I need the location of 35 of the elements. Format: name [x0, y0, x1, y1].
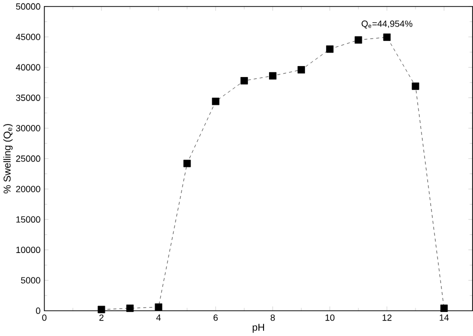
y-tick-label: 25000 — [16, 155, 40, 162]
point — [269, 72, 276, 80]
x-tick-label: 8 — [270, 314, 275, 321]
point — [154, 303, 162, 311]
x-tick-label: 2 — [99, 314, 104, 321]
point — [298, 66, 305, 74]
y-tick-label: 50000 — [16, 3, 40, 10]
x-axis-title: pH — [252, 324, 264, 333]
x-tick-label: 12 — [382, 314, 392, 321]
y-tick-label: 40000 — [16, 64, 40, 70]
point — [412, 82, 420, 90]
x-tick-label: 4 — [156, 314, 161, 321]
point — [212, 98, 220, 106]
y-tick-label: 35000 — [16, 94, 40, 101]
x-tick-label: 14 — [440, 314, 449, 321]
y-tick-label: 5000 — [21, 277, 40, 284]
y-tick-label: 10000 — [16, 246, 40, 254]
point — [240, 76, 248, 84]
point — [354, 36, 362, 44]
y-tick-label: 20000 — [16, 186, 40, 192]
point — [98, 306, 106, 314]
point — [126, 304, 134, 312]
y-tick-label: 45000 — [16, 34, 40, 40]
x-tick-label: 0 — [42, 314, 46, 321]
y-tick-label: 0 — [36, 308, 40, 314]
x-tick-label: 10 — [326, 314, 334, 321]
annotation: Q$_{e}$=44,954% — [362, 20, 412, 28]
y-tick-label: 15000 — [16, 216, 40, 223]
point — [383, 33, 391, 41]
point — [440, 304, 448, 312]
x-tick-label: 6 — [214, 314, 218, 321]
point — [326, 45, 334, 53]
y-tick-label: 30000 — [16, 124, 40, 132]
point — [183, 160, 191, 168]
y-axis-title: % Swelling (Q$_{e}$) — [3, 124, 13, 194]
